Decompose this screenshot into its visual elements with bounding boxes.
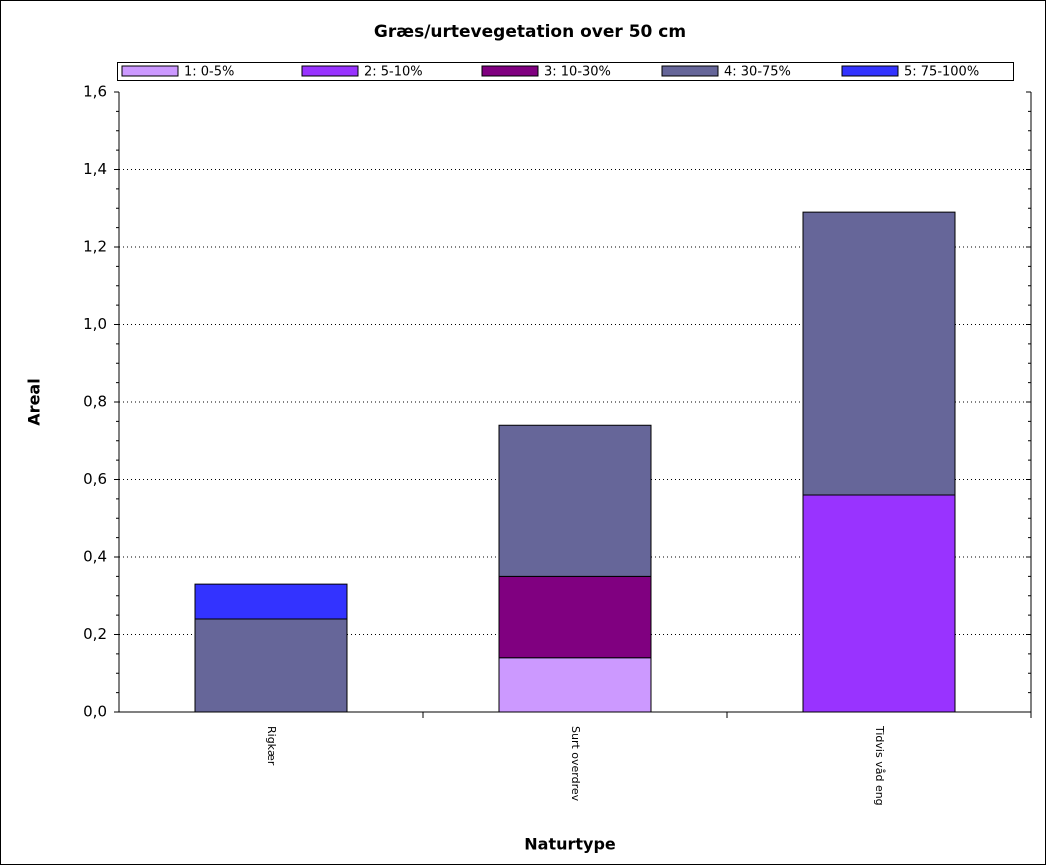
y-tick-label: 0,0 xyxy=(83,703,107,721)
bar-segment xyxy=(194,583,348,620)
x-tick-label: Rigkær xyxy=(265,726,278,766)
legend-label: 5: 75-100% xyxy=(904,65,979,80)
y-axis-label: Areal xyxy=(25,378,44,425)
bar-segment xyxy=(498,424,652,577)
y-tick-label: 1,2 xyxy=(83,238,107,256)
y-tick-label: 0,2 xyxy=(83,625,107,643)
y-tick-label: 1,0 xyxy=(83,315,107,333)
legend-swatch xyxy=(301,65,359,77)
x-axis-label: Naturtype xyxy=(524,835,616,854)
legend-swatch xyxy=(121,65,179,77)
bar-segment xyxy=(498,657,652,713)
x-tick-label: Surt overdrev xyxy=(569,726,582,802)
chart-title: Græs/urtevegetation over 50 cm xyxy=(374,22,686,42)
legend-label: 2: 5-10% xyxy=(364,65,423,80)
y-tick-label: 0,6 xyxy=(83,470,107,488)
legend-label: 1: 0-5% xyxy=(184,65,234,80)
bar-segment xyxy=(498,575,652,659)
legend-swatch xyxy=(841,65,899,77)
y-tick-label: 0,8 xyxy=(83,393,107,411)
y-tick-label: 0,4 xyxy=(83,548,107,566)
bar-segment xyxy=(194,618,348,713)
legend-label: 4: 30-75% xyxy=(724,65,791,80)
legend-swatch xyxy=(481,65,539,77)
bar-segment xyxy=(802,494,956,713)
y-tick-label: 1,4 xyxy=(83,160,107,178)
legend-label: 3: 10-30% xyxy=(544,65,611,80)
x-tick-label: Tidvis våd eng xyxy=(873,725,886,806)
legend-swatch xyxy=(661,65,719,77)
bar-segment xyxy=(802,211,956,496)
y-tick-label: 1,6 xyxy=(83,83,107,101)
